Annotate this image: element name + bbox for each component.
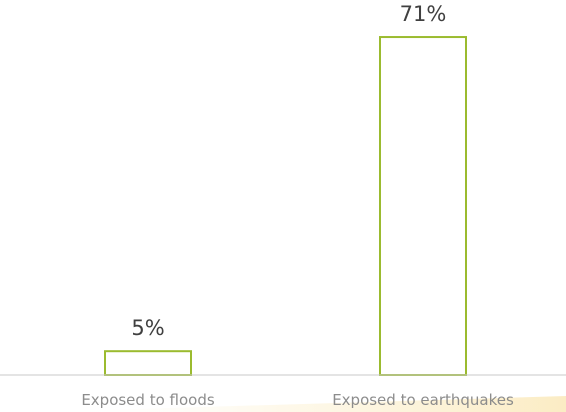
category-label-1: Exposed to earthquakes	[332, 391, 514, 409]
category-label-0: Exposed to floods	[81, 391, 215, 409]
bar-0	[104, 350, 192, 377]
floor-band	[38, 396, 566, 412]
bar-1	[379, 36, 467, 376]
data-label-1: 71%	[400, 2, 447, 26]
data-label-0: 5%	[131, 316, 164, 340]
